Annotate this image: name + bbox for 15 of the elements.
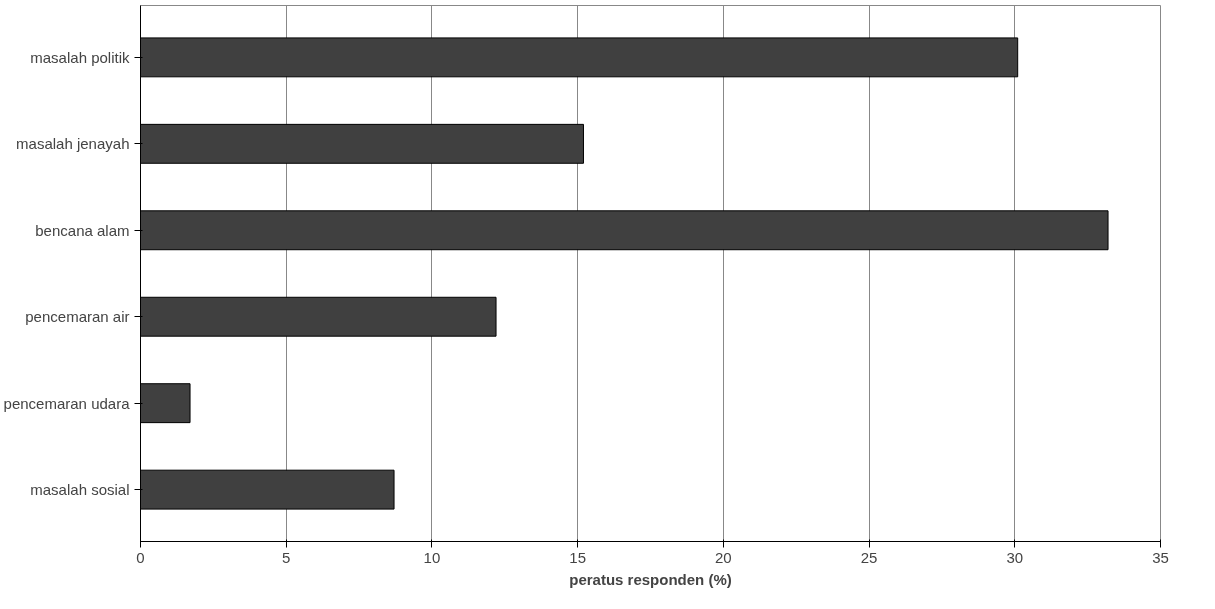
y-tick-label: masalah sosial: [30, 481, 130, 499]
x-tick-label: 35: [1152, 548, 1169, 566]
x-tick-label: 15: [569, 548, 586, 566]
x-tick-label: 5: [282, 548, 291, 566]
x-tick-label: 30: [1006, 548, 1024, 566]
y-tick-label: pencemaran udara: [3, 394, 131, 412]
x-tick-label: 20: [715, 548, 732, 566]
y-tick-label: bencana alam: [35, 221, 130, 239]
x-tick-label: 25: [860, 548, 878, 566]
y-tick-label: masalah jenayah: [16, 135, 130, 153]
x-tick-label: 10: [423, 548, 441, 566]
y-tick-label: pencemaran air: [25, 308, 130, 326]
x-axis-title: peratus responden (%): [569, 570, 732, 588]
y-tick-label: masalah politik: [30, 48, 130, 66]
x-tick-label: 0: [136, 548, 145, 566]
